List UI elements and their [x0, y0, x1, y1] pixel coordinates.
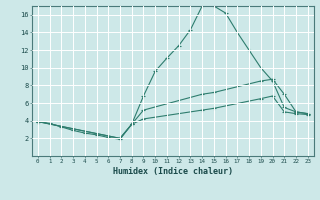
X-axis label: Humidex (Indice chaleur): Humidex (Indice chaleur) [113, 167, 233, 176]
